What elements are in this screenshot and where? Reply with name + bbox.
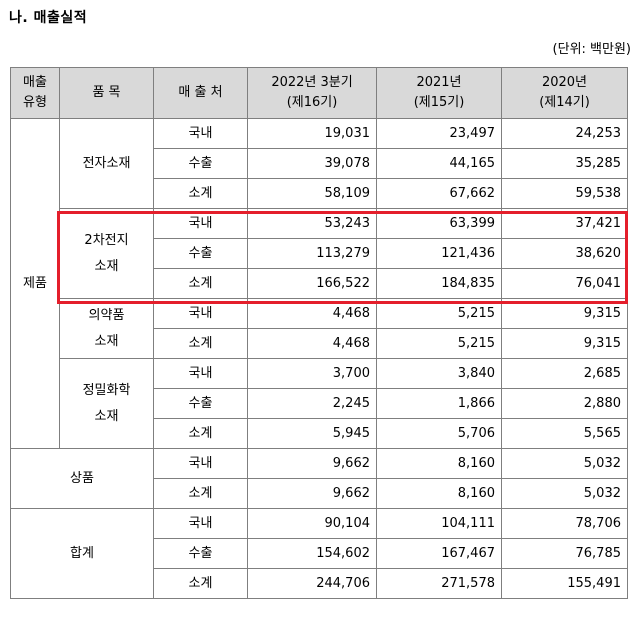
value-cell: 184,835 <box>376 268 502 299</box>
customer-cell: 소계 <box>153 418 248 449</box>
value-cell: 23,497 <box>376 118 502 149</box>
value-cell: 5,565 <box>501 418 628 449</box>
value-cell: 9,662 <box>247 448 377 479</box>
table-row: 정밀화학 소재 국내 3,700 3,840 2,685 <box>11 358 628 449</box>
header-type: 매출 유형 <box>10 67 60 119</box>
customer-cell: 국내 <box>153 118 248 149</box>
table-row: 소계 244,706 271,578 155,491 <box>11 568 628 599</box>
table-row: 소계 4,468 5,215 9,315 <box>11 328 628 359</box>
value-cell: 59,538 <box>501 178 628 209</box>
value-cell: 113,279 <box>247 238 377 269</box>
sales-table: 매출 유형 품 목 매 출 처 2022년 3분기 (제16기) 2021년 (제15… <box>10 67 628 599</box>
value-cell: 53,243 <box>247 208 377 239</box>
value-cell: 67,662 <box>376 178 502 209</box>
value-cell: 76,041 <box>501 268 628 299</box>
customer-cell: 국내 <box>153 508 248 539</box>
value-cell: 76,785 <box>501 538 628 569</box>
value-cell: 9,315 <box>501 328 628 359</box>
value-cell: 4,468 <box>247 328 377 359</box>
customer-cell: 소계 <box>153 268 248 299</box>
value-cell: 155,491 <box>501 568 628 599</box>
value-cell: 244,706 <box>247 568 377 599</box>
value-cell: 19,031 <box>247 118 377 149</box>
value-cell: 4,468 <box>247 298 377 329</box>
table-row: 상품 국내 9,662 8,160 5,032 <box>10 448 628 509</box>
value-cell: 104,111 <box>376 508 502 539</box>
customer-cell: 소계 <box>153 178 248 209</box>
header-item: 품 목 <box>59 67 154 119</box>
value-cell: 24,253 <box>501 118 628 149</box>
value-cell: 58,109 <box>247 178 377 209</box>
group-goods: 상품 <box>10 448 154 509</box>
header-2020: 2020년 (제14기) <box>501 67 628 119</box>
header-2021: 2021년 (제15기) <box>376 67 502 119</box>
value-cell: 166,522 <box>247 268 377 299</box>
value-cell: 39,078 <box>247 148 377 179</box>
value-cell: 9,662 <box>247 478 377 509</box>
value-cell: 8,160 <box>376 448 502 479</box>
value-cell: 5,215 <box>376 328 502 359</box>
table-row: 수출 39,078 44,165 35,285 <box>11 148 628 179</box>
value-cell: 78,706 <box>501 508 628 539</box>
value-cell: 1,866 <box>376 388 502 419</box>
customer-cell: 소계 <box>153 478 248 509</box>
item-fine-chem: 정밀화학 소재 <box>59 358 154 449</box>
group-total: 합계 <box>10 508 154 599</box>
value-cell: 5,215 <box>376 298 502 329</box>
table-row: 2차전지 소재 국내 53,243 63,399 37,421 <box>11 208 628 299</box>
value-cell: 271,578 <box>376 568 502 599</box>
value-cell: 8,160 <box>376 478 502 509</box>
value-cell: 63,399 <box>376 208 502 239</box>
value-cell: 9,315 <box>501 298 628 329</box>
value-cell: 154,602 <box>247 538 377 569</box>
table-row: 수출 2,245 1,866 2,880 <box>11 388 628 419</box>
header-row: 매출 유형 품 목 매 출 처 2022년 3분기 (제16기) 2021년 (제15… <box>10 67 628 119</box>
customer-cell: 국내 <box>153 448 248 479</box>
item-battery: 2차전지 소재 <box>59 208 154 299</box>
value-cell: 35,285 <box>501 148 628 179</box>
customer-cell: 국내 <box>153 208 248 239</box>
value-cell: 5,032 <box>501 448 628 479</box>
value-cell: 5,032 <box>501 478 628 509</box>
value-cell: 38,620 <box>501 238 628 269</box>
unit-label: (단위: 백만원) <box>552 42 631 57</box>
value-cell: 90,104 <box>247 508 377 539</box>
table-row: 소계 58,109 67,662 59,538 <box>11 178 628 209</box>
customer-cell: 국내 <box>153 358 248 389</box>
table-row: 합계 국내 90,104 104,111 78,706 <box>10 508 628 599</box>
header-customer: 매 출 처 <box>153 67 248 119</box>
value-cell: 2,245 <box>247 388 377 419</box>
table-row: 소계 166,522 184,835 76,041 <box>11 268 628 299</box>
customer-cell: 수출 <box>153 238 248 269</box>
value-cell: 167,467 <box>376 538 502 569</box>
customer-cell: 수출 <box>153 148 248 179</box>
table-row: 제품 전자소재 국내 19,031 23,497 24,253 <box>10 118 628 449</box>
value-cell: 121,436 <box>376 238 502 269</box>
item-pharma: 의약품 소재 <box>59 298 154 359</box>
customer-cell: 수출 <box>153 388 248 419</box>
table-row: 소계 5,945 5,706 5,565 <box>11 418 628 449</box>
value-cell: 5,945 <box>247 418 377 449</box>
value-cell: 2,880 <box>501 388 628 419</box>
value-cell: 5,706 <box>376 418 502 449</box>
value-cell: 2,685 <box>501 358 628 389</box>
group-product: 제품 <box>10 118 60 449</box>
customer-cell: 소계 <box>153 328 248 359</box>
customer-cell: 수출 <box>153 538 248 569</box>
section-title: 나. 매출실적 <box>9 10 88 26</box>
value-cell: 37,421 <box>501 208 628 239</box>
value-cell: 3,700 <box>247 358 377 389</box>
customer-cell: 국내 <box>153 298 248 329</box>
item-electronic: 전자소재 <box>59 118 154 209</box>
value-cell: 44,165 <box>376 148 502 179</box>
customer-cell: 소계 <box>153 568 248 599</box>
table-row: 수출 113,279 121,436 38,620 <box>11 238 628 269</box>
table-row: 소계 9,662 8,160 5,032 <box>11 478 628 509</box>
table-row: 의약품 소재 국내 4,468 5,215 9,315 <box>11 298 628 359</box>
header-2022q3: 2022년 3분기 (제16기) <box>247 67 377 119</box>
value-cell: 3,840 <box>376 358 502 389</box>
